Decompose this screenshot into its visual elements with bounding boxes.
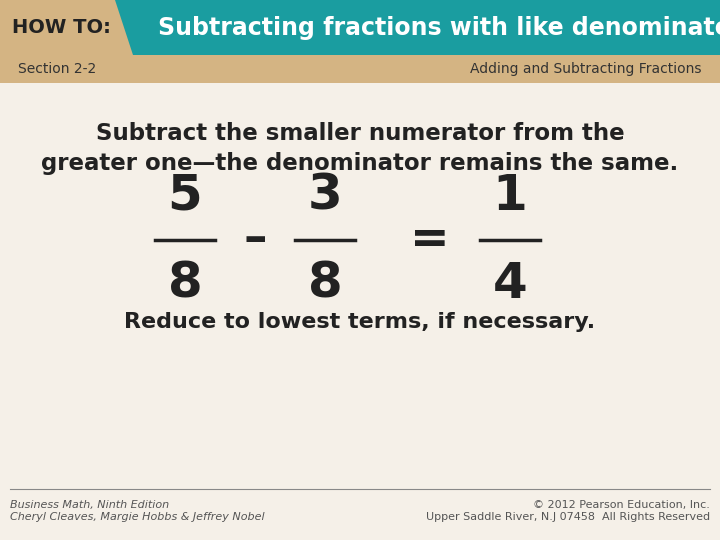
Polygon shape — [0, 0, 133, 55]
Text: Adding and Subtracting Fractions: Adding and Subtracting Fractions — [470, 62, 702, 76]
Text: 8: 8 — [168, 260, 202, 308]
FancyBboxPatch shape — [0, 83, 720, 485]
Text: Section 2-2: Section 2-2 — [18, 62, 96, 76]
Text: 5: 5 — [168, 172, 202, 220]
Text: Upper Saddle River, N.J 07458  All Rights Reserved: Upper Saddle River, N.J 07458 All Rights… — [426, 512, 710, 522]
Text: 1: 1 — [492, 172, 528, 220]
FancyBboxPatch shape — [0, 485, 720, 540]
Text: 4: 4 — [492, 260, 527, 308]
Text: 8: 8 — [307, 260, 343, 308]
FancyBboxPatch shape — [0, 55, 720, 83]
Text: HOW TO:: HOW TO: — [12, 18, 111, 37]
Text: 3: 3 — [307, 172, 343, 220]
Text: Cheryl Cleaves, Margie Hobbs & Jeffrey Nobel: Cheryl Cleaves, Margie Hobbs & Jeffrey N… — [10, 512, 265, 522]
Text: Subtracting fractions with like denominators: Subtracting fractions with like denomina… — [158, 16, 720, 39]
FancyBboxPatch shape — [0, 0, 720, 55]
Text: Business Math, Ninth Edition: Business Math, Ninth Edition — [10, 500, 169, 510]
Text: © 2012 Pearson Education, Inc.: © 2012 Pearson Education, Inc. — [533, 500, 710, 510]
Text: Reduce to lowest terms, if necessary.: Reduce to lowest terms, if necessary. — [125, 312, 595, 332]
Text: =: = — [410, 218, 450, 262]
Text: Subtract the smaller numerator from the
greater one—the denominator remains the : Subtract the smaller numerator from the … — [41, 122, 679, 175]
Text: –: – — [243, 218, 266, 262]
